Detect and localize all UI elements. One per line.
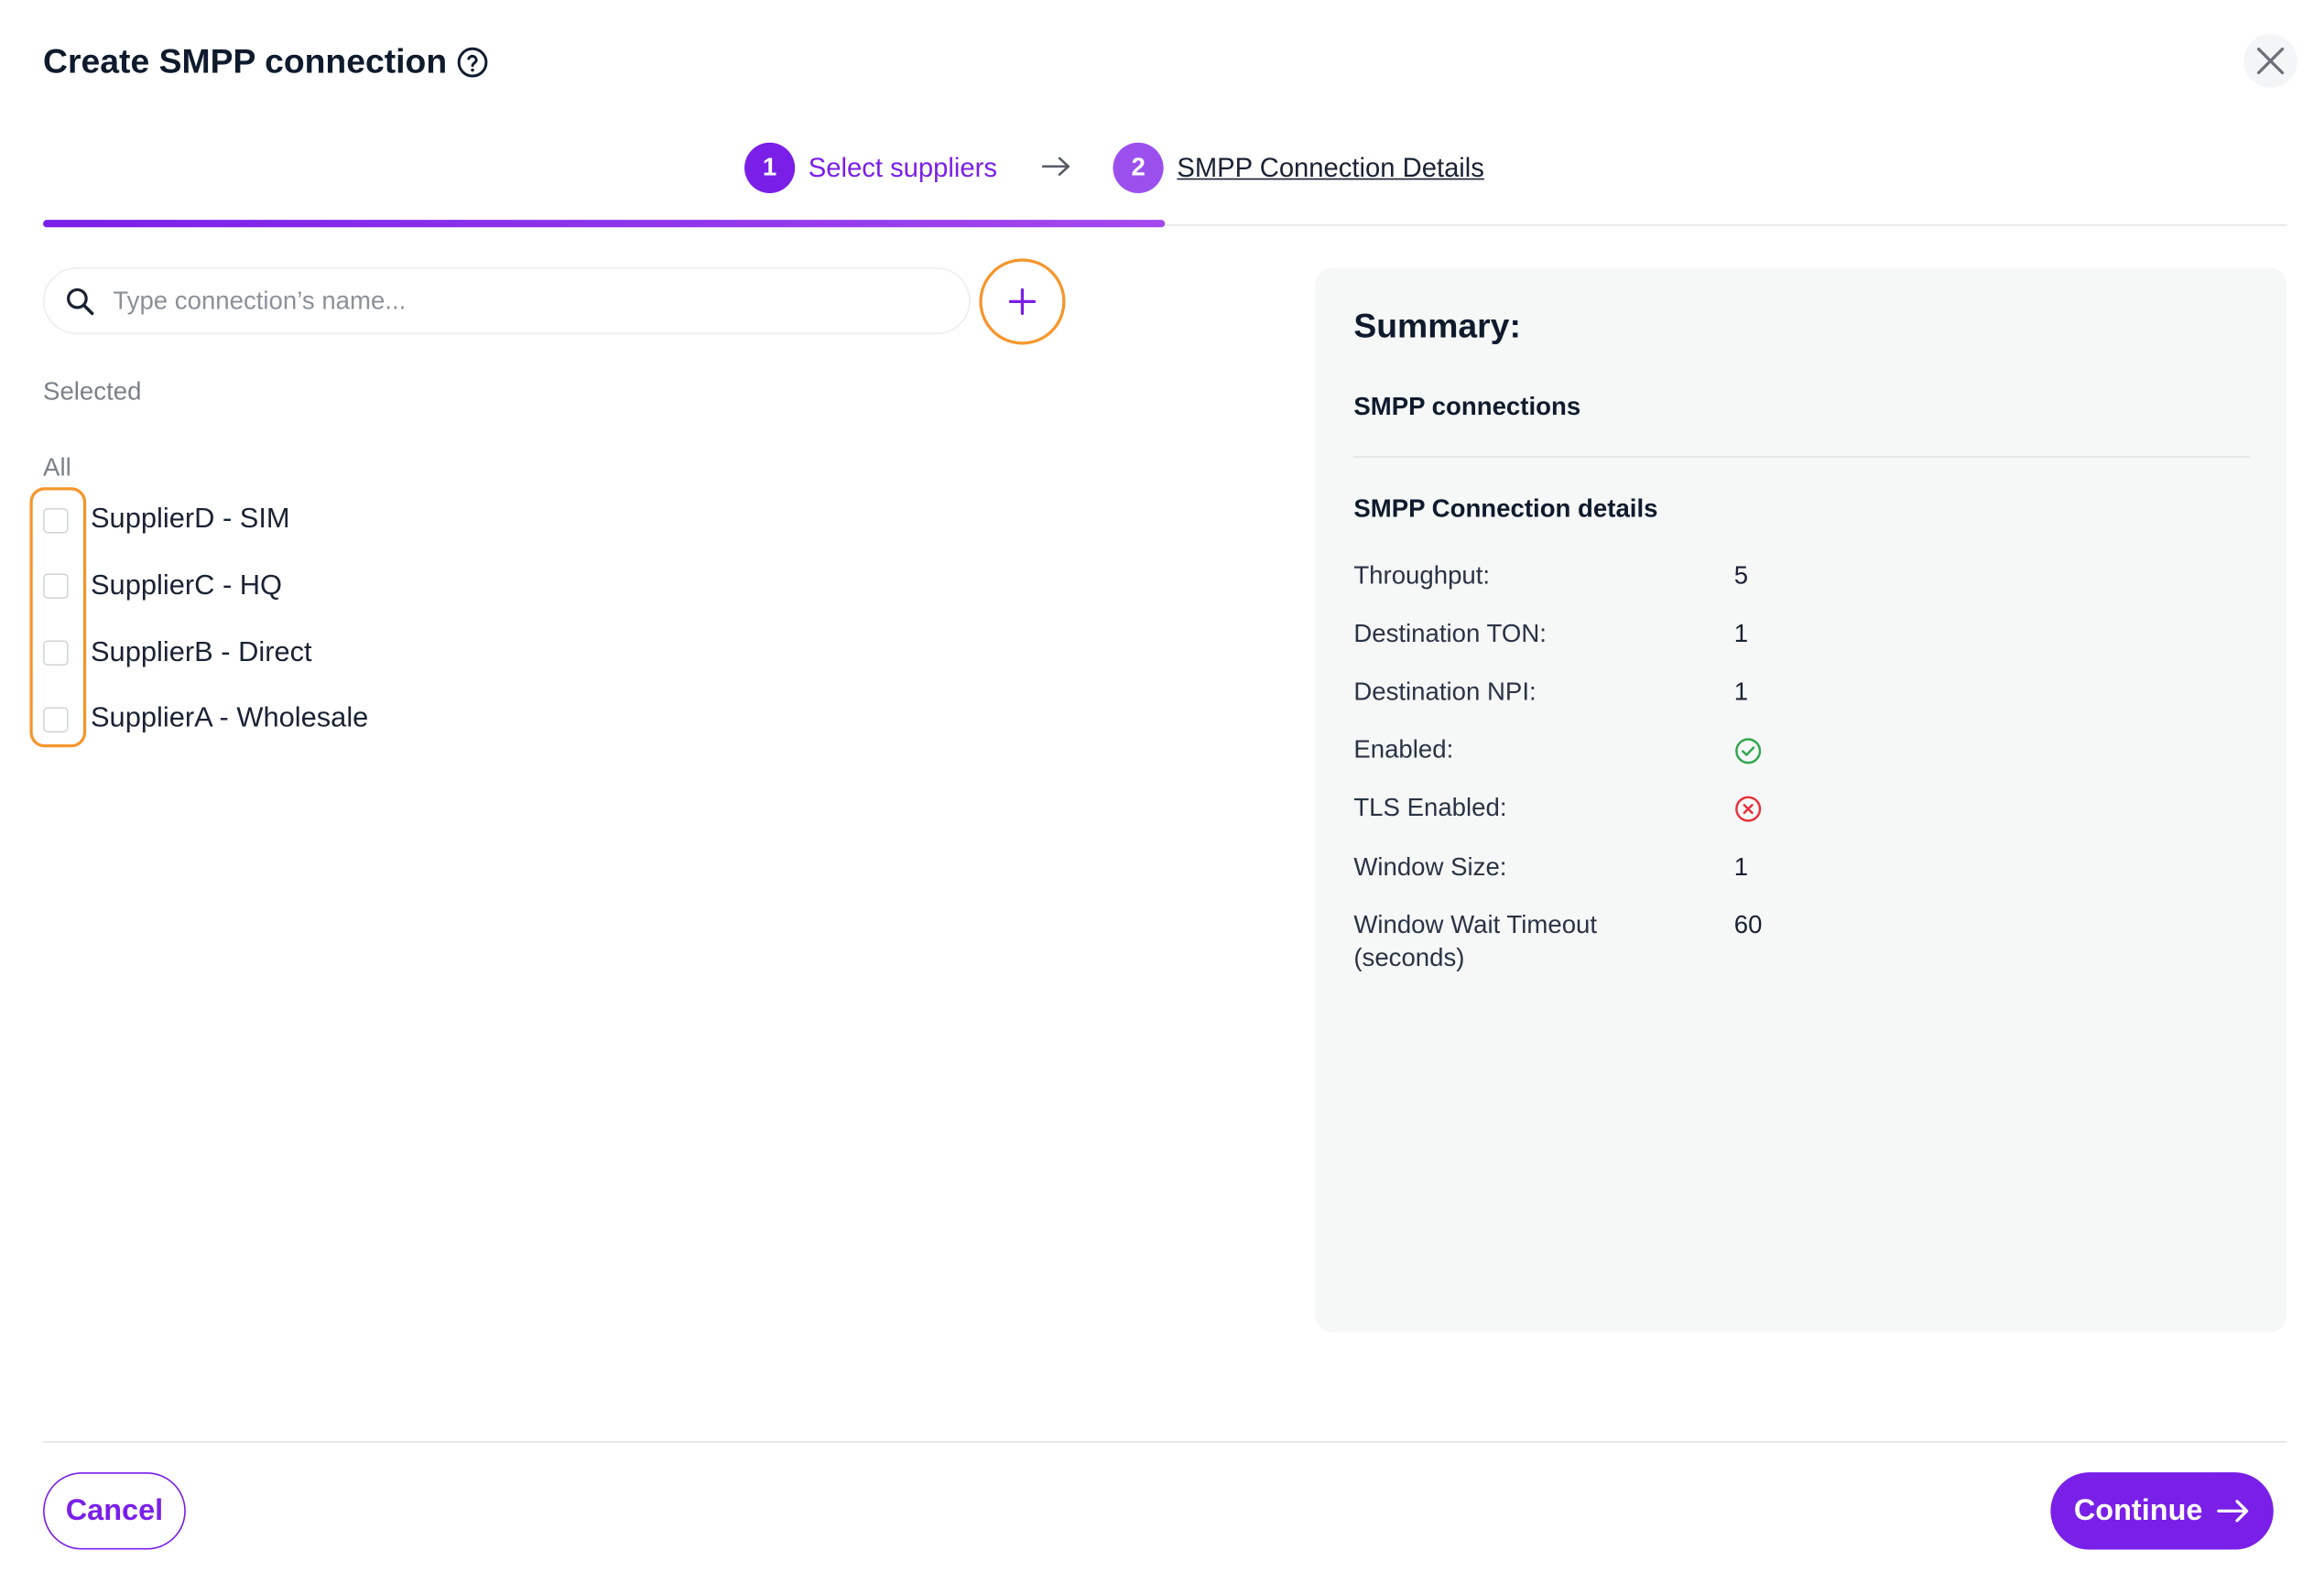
step-number: 1 <box>744 142 796 193</box>
detail-label: Enabled: <box>1353 735 1454 764</box>
step-select-suppliers[interactable]: 1 Select suppliers <box>744 142 997 193</box>
detail-value: 1 <box>1733 619 1749 648</box>
list-item[interactable]: SupplierC - HQ <box>43 566 368 607</box>
detail-label: Destination TON: <box>1353 619 1547 648</box>
detail-value: 1 <box>1733 852 1749 882</box>
detail-value: 60 <box>1733 910 1763 939</box>
add-connection-button[interactable] <box>979 258 1066 345</box>
list-item[interactable]: SupplierB - Direct <box>43 633 368 674</box>
plus-icon <box>1008 287 1037 316</box>
arrow-right-icon <box>1042 152 1070 183</box>
detail-row-enabled: Enabled: <box>1353 734 2245 767</box>
connections-heading: SMPP connections <box>1353 392 1581 421</box>
detail-label: TLS Enabled: <box>1353 793 1507 822</box>
detail-label: Destination NPI: <box>1353 677 1537 706</box>
detail-row-destination-npi: Destination NPI: 1 <box>1353 676 2245 709</box>
search-icon <box>67 287 94 315</box>
continue-label: Continue <box>2073 1493 2203 1527</box>
list-item[interactable]: SupplierA - Wholesale <box>43 699 368 740</box>
detail-row-tls-enabled: TLS Enabled: <box>1353 792 2245 825</box>
close-button[interactable] <box>2243 34 2297 88</box>
step-number: 2 <box>1113 142 1164 193</box>
progress-bar <box>43 220 1166 228</box>
supplier-name: SupplierD - SIM <box>90 504 290 536</box>
step-label: Select suppliers <box>808 152 997 182</box>
checkbox-highlight <box>29 487 87 748</box>
progress-track <box>43 224 2287 226</box>
selected-label: Selected <box>43 377 142 407</box>
supplier-checkbox[interactable] <box>43 507 69 533</box>
supplier-name: SupplierA - Wholesale <box>90 703 369 735</box>
supplier-name: SupplierB - Direct <box>90 636 312 668</box>
supplier-checkbox[interactable] <box>43 573 69 600</box>
footer-divider <box>43 1441 2287 1443</box>
cancel-button[interactable]: Cancel <box>43 1472 186 1550</box>
stepper: 1 Select suppliers 2 SMPP Connection Det… <box>744 142 1484 193</box>
detail-label: Window Wait Timeout (seconds) <box>1353 910 1598 972</box>
dialog-title: Create SMPP connection <box>43 41 448 81</box>
detail-row-destination-ton: Destination TON: 1 <box>1353 618 2245 651</box>
continue-button[interactable]: Continue <box>2050 1472 2274 1550</box>
arrow-right-icon <box>2217 1500 2249 1523</box>
help-icon[interactable] <box>456 45 489 78</box>
detail-row-window-wait-timeout: Window Wait Timeout (seconds) 60 <box>1353 909 2245 974</box>
supplier-name: SupplierC - HQ <box>90 569 283 602</box>
detail-value: 1 <box>1733 677 1749 706</box>
detail-row-window-size: Window Size: 1 <box>1353 851 2245 884</box>
divider <box>1353 456 2250 458</box>
detail-label: Throughput: <box>1353 561 1491 591</box>
dialog-header: Create SMPP connection <box>43 41 489 81</box>
supplier-list: SupplierD - SIM SupplierC - HQ SupplierB… <box>43 499 368 765</box>
summary-title: Summary: <box>1353 306 1521 345</box>
step-connection-details[interactable]: 2 SMPP Connection Details <box>1113 142 1484 193</box>
detail-value: 5 <box>1733 561 1749 591</box>
search-input[interactable] <box>110 284 918 318</box>
details-heading: SMPP Connection details <box>1353 494 1658 524</box>
check-circle-icon <box>1734 734 1763 767</box>
close-icon <box>2256 47 2285 75</box>
search-field[interactable] <box>43 267 971 335</box>
detail-label: Window Size: <box>1353 852 1507 882</box>
summary-panel: Summary: SMPP connections SMPP Connectio… <box>1315 267 2287 1333</box>
step-label: SMPP Connection Details <box>1177 152 1484 182</box>
x-circle-icon <box>1734 792 1763 825</box>
list-item[interactable]: SupplierD - SIM <box>43 499 368 540</box>
all-label: All <box>43 452 71 482</box>
detail-row-throughput: Throughput: 5 <box>1353 560 2245 593</box>
supplier-checkbox[interactable] <box>43 707 69 732</box>
supplier-checkbox[interactable] <box>43 640 69 667</box>
